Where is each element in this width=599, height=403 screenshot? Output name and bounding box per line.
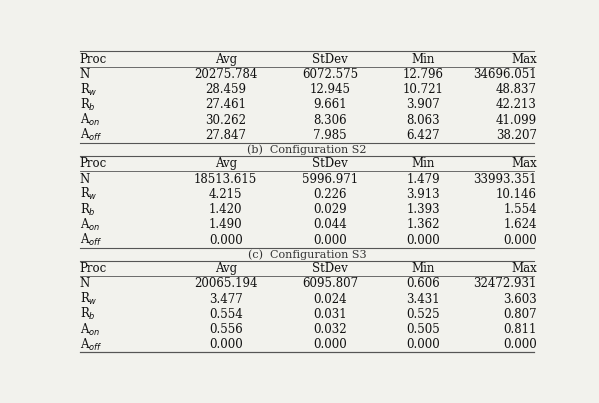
Text: 0.000: 0.000	[406, 234, 440, 247]
Text: 0.000: 0.000	[503, 339, 537, 351]
Text: 12.796: 12.796	[403, 68, 443, 81]
Text: A$_{off}$: A$_{off}$	[80, 232, 102, 248]
Text: 0.606: 0.606	[406, 277, 440, 291]
Text: N: N	[80, 172, 90, 186]
Text: Avg: Avg	[214, 158, 237, 170]
Text: 0.811: 0.811	[503, 323, 537, 336]
Text: 10.721: 10.721	[403, 83, 443, 96]
Text: 0.000: 0.000	[313, 234, 347, 247]
Text: R$_b$: R$_b$	[80, 202, 95, 218]
Text: 38.207: 38.207	[496, 129, 537, 142]
Text: Avg: Avg	[214, 262, 237, 275]
Text: Min: Min	[412, 262, 435, 275]
Text: 1.554: 1.554	[503, 203, 537, 216]
Text: Max: Max	[511, 158, 537, 170]
Text: 41.099: 41.099	[495, 114, 537, 127]
Text: 0.554: 0.554	[209, 308, 243, 321]
Text: A$_{on}$: A$_{on}$	[80, 112, 100, 128]
Text: 27.461: 27.461	[205, 98, 246, 111]
Text: 28.459: 28.459	[205, 83, 246, 96]
Text: 12.945: 12.945	[310, 83, 350, 96]
Text: 0.000: 0.000	[406, 339, 440, 351]
Text: 0.226: 0.226	[313, 188, 347, 201]
Text: 3.913: 3.913	[406, 188, 440, 201]
Text: 1.393: 1.393	[406, 203, 440, 216]
Text: 0.032: 0.032	[313, 323, 347, 336]
Text: 7.985: 7.985	[313, 129, 347, 142]
Text: 4.215: 4.215	[209, 188, 243, 201]
Text: Min: Min	[412, 158, 435, 170]
Text: 0.000: 0.000	[503, 234, 537, 247]
Text: 34696.051: 34696.051	[473, 68, 537, 81]
Text: 18513.615: 18513.615	[194, 172, 258, 186]
Text: StDev: StDev	[312, 52, 348, 66]
Text: A$_{on}$: A$_{on}$	[80, 217, 100, 233]
Text: R$_w$: R$_w$	[80, 81, 97, 98]
Text: 3.603: 3.603	[503, 293, 537, 305]
Text: N: N	[80, 68, 90, 81]
Text: 3.907: 3.907	[406, 98, 440, 111]
Text: 0.525: 0.525	[406, 308, 440, 321]
Text: 27.847: 27.847	[205, 129, 246, 142]
Text: 1.490: 1.490	[209, 218, 243, 231]
Text: Proc: Proc	[80, 262, 107, 275]
Text: Avg: Avg	[214, 52, 237, 66]
Text: A$_{off}$: A$_{off}$	[80, 337, 102, 353]
Text: 9.661: 9.661	[313, 98, 347, 111]
Text: 3.431: 3.431	[406, 293, 440, 305]
Text: 42.213: 42.213	[496, 98, 537, 111]
Text: 1.420: 1.420	[209, 203, 243, 216]
Text: 6095.807: 6095.807	[302, 277, 358, 291]
Text: Proc: Proc	[80, 158, 107, 170]
Text: 20275.784: 20275.784	[194, 68, 258, 81]
Text: 3.477: 3.477	[209, 293, 243, 305]
Text: 0.029: 0.029	[313, 203, 347, 216]
Text: 8.063: 8.063	[406, 114, 440, 127]
Text: R$_b$: R$_b$	[80, 306, 95, 322]
Text: Proc: Proc	[80, 52, 107, 66]
Text: 10.146: 10.146	[496, 188, 537, 201]
Text: R$_b$: R$_b$	[80, 97, 95, 113]
Text: 6.427: 6.427	[406, 129, 440, 142]
Text: 0.000: 0.000	[209, 339, 243, 351]
Text: 0.031: 0.031	[313, 308, 347, 321]
Text: 5996.971: 5996.971	[302, 172, 358, 186]
Text: 0.807: 0.807	[503, 308, 537, 321]
Text: 1.362: 1.362	[406, 218, 440, 231]
Text: 1.479: 1.479	[406, 172, 440, 186]
Text: 8.306: 8.306	[313, 114, 347, 127]
Text: 30.262: 30.262	[205, 114, 246, 127]
Text: 0.505: 0.505	[406, 323, 440, 336]
Text: StDev: StDev	[312, 158, 348, 170]
Text: 0.000: 0.000	[313, 339, 347, 351]
Text: 0.556: 0.556	[209, 323, 243, 336]
Text: 32472.931: 32472.931	[473, 277, 537, 291]
Text: R$_w$: R$_w$	[80, 291, 97, 307]
Text: Max: Max	[511, 52, 537, 66]
Text: N: N	[80, 277, 90, 291]
Text: A$_{on}$: A$_{on}$	[80, 322, 100, 338]
Text: Min: Min	[412, 52, 435, 66]
Text: A$_{off}$: A$_{off}$	[80, 127, 102, 143]
Text: 48.837: 48.837	[496, 83, 537, 96]
Text: Max: Max	[511, 262, 537, 275]
Text: R$_w$: R$_w$	[80, 186, 97, 202]
Text: 1.624: 1.624	[503, 218, 537, 231]
Text: 0.044: 0.044	[313, 218, 347, 231]
Text: 0.024: 0.024	[313, 293, 347, 305]
Text: (c)  Configuration S3: (c) Configuration S3	[247, 249, 367, 260]
Text: 6072.575: 6072.575	[302, 68, 358, 81]
Text: 20065.194: 20065.194	[194, 277, 258, 291]
Text: 33993.351: 33993.351	[473, 172, 537, 186]
Text: StDev: StDev	[312, 262, 348, 275]
Text: 0.000: 0.000	[209, 234, 243, 247]
Text: (b)  Configuration S2: (b) Configuration S2	[247, 144, 367, 155]
